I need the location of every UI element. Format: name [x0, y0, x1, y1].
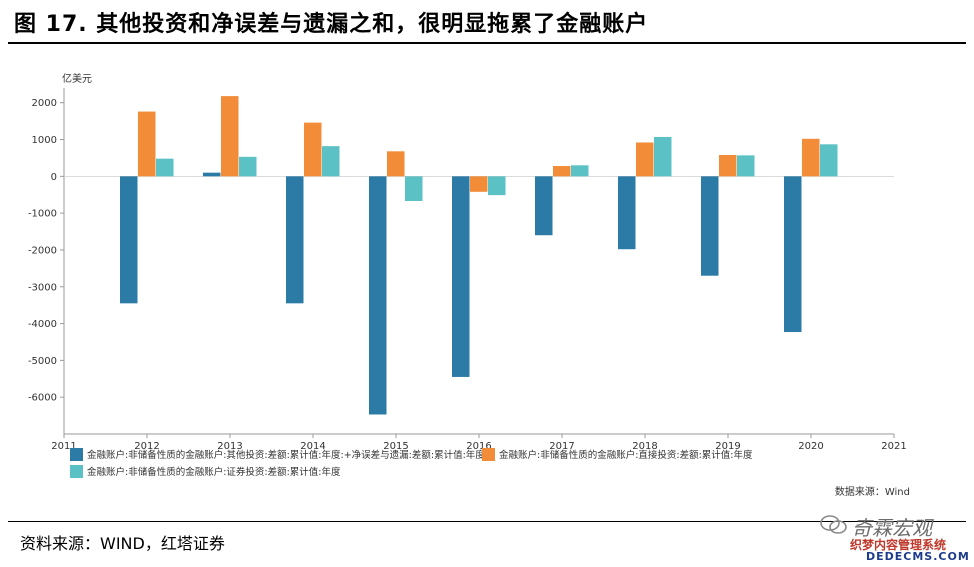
- legend-label-3: 金融账户:非储备性质的金融账户:证券投资:差额:累计值:年度: [87, 466, 341, 478]
- x-tick-label: 2017: [549, 441, 574, 452]
- source-note: 资料来源：WIND，红塔证券: [20, 534, 225, 553]
- bar-2012-series-3: [156, 158, 174, 177]
- footer-divider: [8, 521, 966, 522]
- bar-2018-series-2: [636, 142, 654, 177]
- y-axis: 2000 1000 0 -1000 -2000 -3000 -4000 -5000 -6000: [28, 88, 65, 434]
- bar-2017-series-2: [553, 166, 571, 177]
- bars-group: [120, 96, 838, 415]
- y-tick-label: -4000: [28, 319, 57, 330]
- bar-2019-series-3: [737, 155, 755, 177]
- bar-2013-series-2: [221, 96, 239, 177]
- bar-2017-series-3: [571, 165, 589, 177]
- y-tick-label: -6000: [28, 393, 57, 404]
- bar-2019-series-2: [719, 154, 737, 177]
- y-axis-unit-label: 亿美元: [62, 72, 92, 85]
- legend-swatch-3: [70, 465, 83, 478]
- bar-2018-series-1: [618, 176, 636, 250]
- bar-2012-series-1: [120, 176, 138, 304]
- bar-2020-series-3: [820, 144, 838, 177]
- bar-2014-series-1: [286, 176, 304, 304]
- bar-2016-series-1: [452, 176, 470, 377]
- x-tick-label: 2020: [798, 441, 823, 452]
- y-tick-label: -2000: [28, 245, 57, 256]
- bar-2013-series-3: [239, 156, 257, 177]
- legend-label-2: 金融账户:非储备性质的金融账户:直接投资:差额:累计值:年度: [499, 449, 753, 461]
- bar-2014-series-2: [304, 122, 322, 177]
- y-tick-label: -1000: [28, 209, 57, 220]
- legend: 金融账户:非储备性质的金融账户:其他投资:差额:累计值:年度:+净误差与遗漏:差…: [70, 448, 753, 478]
- watermark-cms-label: 织梦内容管理系统: [850, 538, 947, 552]
- bar-2019-series-1: [701, 176, 719, 276]
- x-tick-label: 2018: [632, 441, 657, 452]
- watermark-domain: DEDECMS.COM: [866, 550, 970, 563]
- legend-swatch-2: [482, 448, 495, 461]
- bar-2013-series-1: [203, 172, 221, 177]
- bar-2016-series-3: [488, 176, 506, 196]
- page-title: 图 17. 其他投资和净误差与遗漏之和，很明显拖累了金融账户: [14, 12, 649, 37]
- x-tick-label: 2015: [383, 441, 408, 452]
- bar-2015-series-3: [405, 176, 423, 202]
- bar-2015-series-2: [387, 151, 405, 177]
- bar-2020-series-1: [784, 176, 802, 333]
- bar-2018-series-3: [654, 136, 672, 177]
- legend-label-1: 金融账户:非储备性质的金融账户:其他投资:差额:累计值:年度:+净误差与遗漏:差…: [87, 449, 485, 461]
- y-tick-label: 0: [51, 172, 57, 183]
- bar-2012-series-2: [138, 111, 156, 177]
- bar-2016-series-2: [470, 176, 488, 192]
- x-tick-label: 2019: [715, 441, 740, 452]
- bar-2017-series-1: [535, 176, 553, 236]
- x-tick-label: 2011: [51, 441, 76, 452]
- y-tick-label: -3000: [28, 282, 57, 293]
- legend-swatch-1: [70, 448, 83, 461]
- x-tick-label: 2014: [300, 441, 325, 452]
- y-tick-label: -5000: [28, 356, 57, 367]
- bar-chart: 亿美元 2000 1000 0 -1000 -2000 -3000 -4000 -5000 -6…: [28, 72, 910, 498]
- x-axis: 2011 2012 2013 2014 2015 2016 2017 2018 2019 2020…: [51, 175, 907, 452]
- y-tick-label: 2000: [32, 98, 57, 109]
- x-tick-label: 2016: [466, 441, 491, 452]
- title-divider: [8, 42, 966, 44]
- y-tick-label: 1000: [32, 135, 57, 146]
- bar-2015-series-1: [369, 176, 387, 415]
- x-tick-label: 2013: [217, 441, 242, 452]
- bar-2014-series-3: [322, 146, 340, 177]
- chart-source-note: 数据来源：Wind: [835, 485, 910, 498]
- x-tick-label: 2021: [881, 441, 906, 452]
- bar-2020-series-2: [802, 138, 820, 177]
- x-tick-label: 2012: [134, 441, 159, 452]
